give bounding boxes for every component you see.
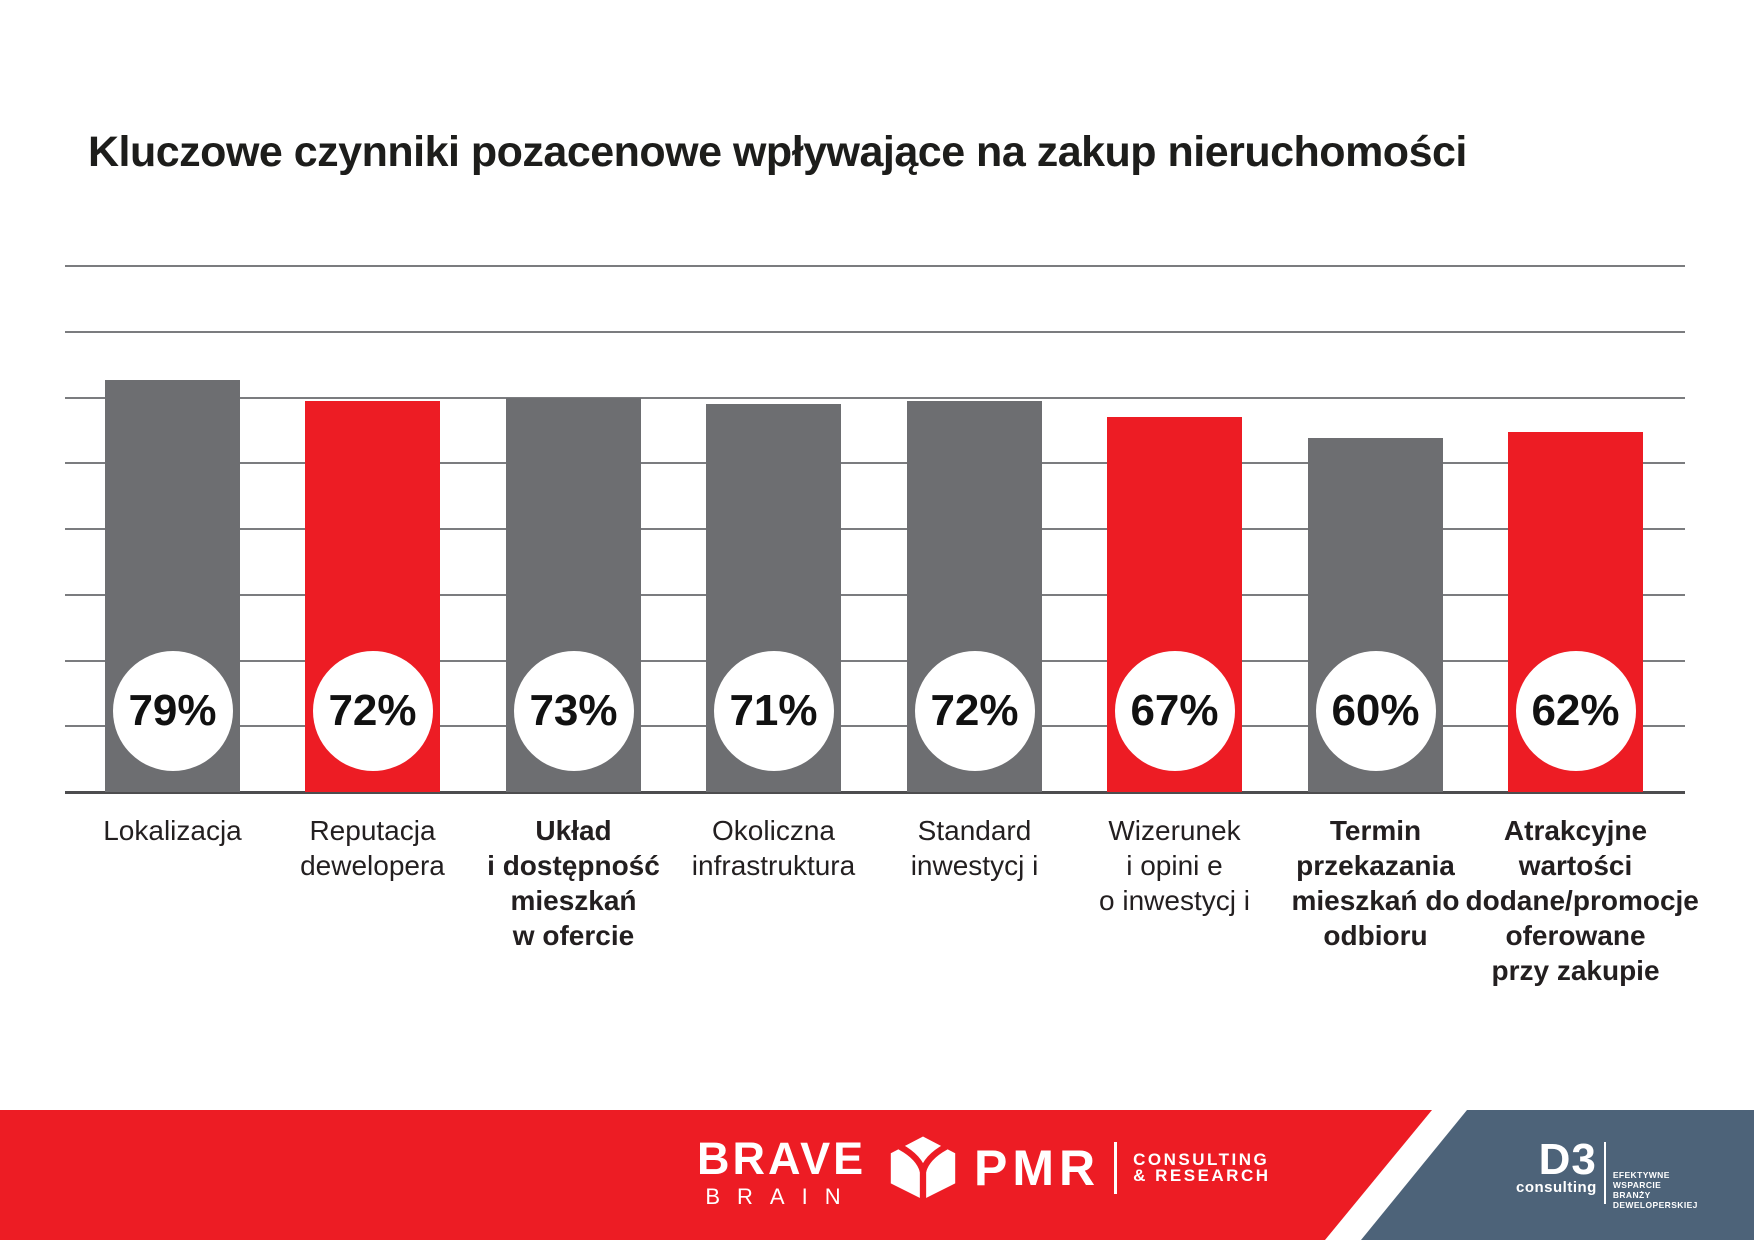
d3-tagline: EFEKTYWNE WSPARCIE BRANŻY DEWELOPERSKIEJ [1613, 1170, 1698, 1210]
bar-label-line: Układ [535, 815, 612, 846]
bar-label-line: Standard [917, 815, 1032, 846]
value-badge-7: 60% [1315, 651, 1436, 771]
bar-label-line: inwestycj i [910, 850, 1039, 881]
value-badge-8: 62% [1515, 651, 1636, 771]
bar-label-2: Reputacja dewelopera [263, 813, 483, 883]
gridline [65, 660, 1685, 662]
footer-red-band [0, 1110, 1432, 1240]
pmr-tagline: CONSULTING & RESEARCH [1133, 1150, 1271, 1185]
d3-wordmark: D3 [1538, 1135, 1597, 1184]
d3-tagline-line1: EFEKTYWNE [1612, 1170, 1670, 1180]
page-title: Kluczowe czynniki pozacenowe wpływające … [88, 128, 1467, 176]
bar-label-line: oferowane [1505, 920, 1646, 951]
gridline [65, 462, 1685, 464]
pmr-divider [1114, 1142, 1118, 1194]
bar-label-line: i opini e [1126, 850, 1223, 881]
bar-label-line: Termin [1329, 815, 1422, 846]
d3-wordmark-block: D3 consulting [1516, 1135, 1597, 1210]
pmr-tagline-line1: CONSULTING [1133, 1150, 1270, 1169]
gridline [65, 528, 1685, 530]
bar-label-4: Okoliczna infrastruktura [664, 813, 884, 883]
bar-label-line: mieszkań [510, 885, 637, 916]
value-badge-3: 73% [513, 651, 634, 771]
bar-label-line: dewelopera [300, 850, 445, 881]
bar-label-line: mieszkań do [1291, 885, 1460, 916]
value-badge-1: 79% [112, 651, 233, 771]
d3-tagline-line2: WSPARCIE [1612, 1180, 1662, 1190]
value-badge-4: 71% [713, 651, 834, 771]
pmr-wordmark: PMR [974, 1140, 1101, 1196]
bar-label-line: i dostępność [487, 850, 660, 881]
bar-label-line: odbioru [1323, 920, 1428, 951]
bar-label-1: Lokalizacja [63, 813, 283, 848]
gridline [65, 265, 1685, 267]
gridline [65, 397, 1685, 399]
bar-label-line: Reputacja [309, 815, 436, 846]
gridline [65, 331, 1685, 333]
pmr-logo: PMR CONSULTING & RESEARCH [888, 1135, 1271, 1201]
bar-label-line: w ofercie [512, 920, 635, 951]
d3-tagline-line3: BRANŻY [1612, 1190, 1651, 1200]
bar-label-line: o inwestycj i [1099, 885, 1250, 916]
bar-label-line: infrastruktura [691, 850, 856, 881]
bar-label-line: Lokalizacja [103, 815, 242, 846]
bar-label-line: przekazania [1296, 850, 1455, 881]
bar-label-line: wartości [1518, 850, 1633, 881]
bar-label-6: Wizerunek i opini e o inwestycj i [1065, 813, 1285, 918]
bar-label-line: przy zakupie [1491, 955, 1660, 986]
bar-label-line: Atrakcyjne [1503, 815, 1648, 846]
bar-label-line: Wizerunek [1108, 815, 1241, 846]
brain-wordmark: BRAIN [705, 1184, 858, 1209]
d3-consulting-label: consulting [1516, 1179, 1597, 1196]
gridline [65, 594, 1685, 596]
d3-tagline-line4: DEWELOPERSKIEJ [1612, 1200, 1698, 1210]
bar-label-line: Okoliczna [712, 815, 835, 846]
brave-brain-logo: BRAVE BRAIN [697, 1133, 867, 1210]
pmr-tagline-line2: & RESEARCH [1133, 1166, 1271, 1185]
d3-divider [1603, 1142, 1606, 1204]
bar-label-line: dodane/promocje [1465, 885, 1699, 916]
bar-label-5: Standard inwestycj i [865, 813, 1085, 883]
bar-label-3: Układ i dostępność mieszkań w ofercie [464, 813, 684, 953]
value-badge-5: 72% [914, 651, 1035, 771]
gridline [65, 725, 1685, 727]
value-badge-6: 67% [1114, 651, 1235, 771]
brave-wordmark: BRAVE [697, 1133, 867, 1184]
d3-consulting-logo: D3 consulting EFEKTYWNE WSPARCIE BRANŻY … [1516, 1135, 1698, 1211]
value-badge-2: 72% [312, 651, 433, 771]
bar-label-8: Atrakcyjne wartości dodane/promocje oferowa… [1465, 813, 1699, 988]
bar-label-7: Termin przekazania mieszkań do odbioru [1266, 813, 1486, 953]
pmr-cube-icon [890, 1136, 956, 1201]
x-axis-line [65, 791, 1685, 794]
